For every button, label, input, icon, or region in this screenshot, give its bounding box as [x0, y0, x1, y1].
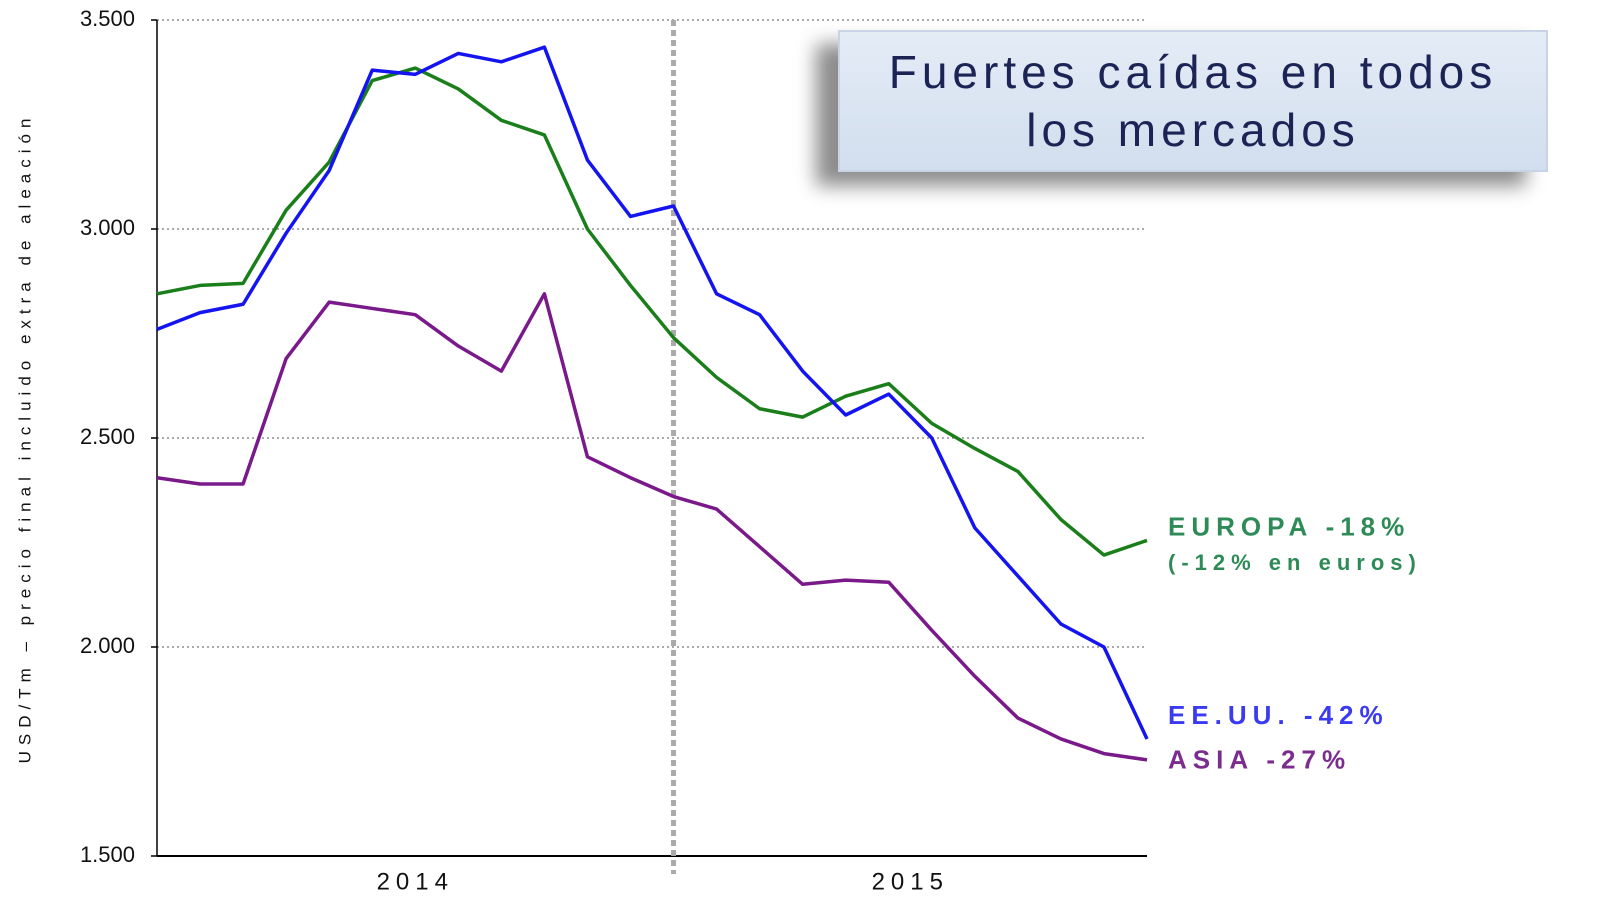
chart-title: Fuertes caídas en todos los mercados	[838, 30, 1548, 172]
series-line	[156, 45, 1149, 740]
x-group-label: 2015	[872, 868, 949, 895]
series-label: ASIA -27%	[1168, 745, 1351, 775]
series-line	[156, 292, 1148, 762]
series-label: EE.UU. -42%	[1168, 700, 1389, 730]
series-line	[156, 66, 1148, 557]
y-axis-label: USD/Tm – precio final incluido extra de …	[15, 113, 34, 764]
y-tick-label: 1.500	[80, 842, 135, 867]
series-label: EUROPA -18%	[1168, 511, 1410, 541]
y-tick-label: 3.000	[80, 215, 135, 240]
y-tick-label: 2.000	[80, 633, 135, 658]
y-tick-label: 3.500	[80, 6, 135, 31]
series-note: (-12% en euros)	[1168, 550, 1422, 575]
x-group-label: 2014	[377, 868, 454, 895]
y-tick-label: 2.500	[80, 424, 135, 449]
